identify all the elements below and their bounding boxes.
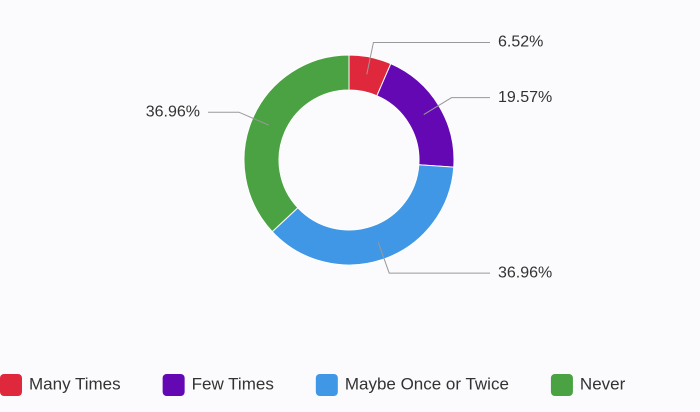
legend-label[interactable]: Many Times: [29, 374, 121, 393]
legend-label[interactable]: Few Times: [192, 374, 274, 393]
leader-line: [377, 242, 490, 274]
data-label: 19.57%: [498, 89, 552, 106]
slice: [271, 164, 455, 266]
legend-swatch[interactable]: [162, 374, 185, 396]
data-label: 6.52%: [498, 34, 543, 51]
leader-line: [208, 111, 269, 126]
data-label: 36.96%: [146, 103, 200, 120]
leader-line: [423, 97, 490, 115]
leader-line: [366, 42, 490, 75]
slice: [243, 54, 350, 233]
slice: [376, 63, 455, 168]
legend-swatch[interactable]: [315, 374, 338, 396]
legend-label[interactable]: Never: [580, 374, 626, 393]
data-label: 36.96%: [498, 264, 552, 281]
legend-swatch[interactable]: [0, 374, 22, 396]
legend-label[interactable]: Maybe Once or Twice: [345, 374, 509, 393]
legend-swatch[interactable]: [550, 374, 573, 396]
